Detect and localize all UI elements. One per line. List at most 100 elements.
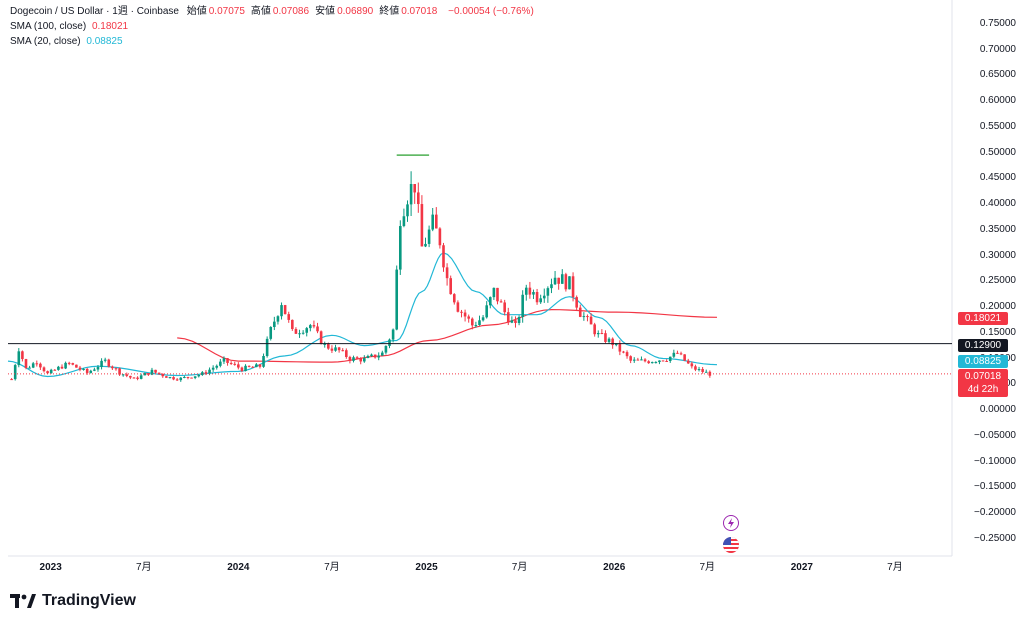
candle[interactable] <box>373 354 377 359</box>
candle[interactable] <box>247 365 251 368</box>
candle[interactable] <box>442 242 445 272</box>
candle[interactable] <box>506 307 510 326</box>
candle[interactable] <box>607 337 611 344</box>
candle[interactable] <box>622 350 625 354</box>
candle[interactable] <box>291 319 294 331</box>
candle[interactable] <box>499 299 503 303</box>
candle[interactable] <box>701 367 704 374</box>
candle[interactable] <box>632 357 636 363</box>
candle[interactable] <box>521 290 524 323</box>
candle[interactable] <box>395 265 399 331</box>
candle[interactable] <box>409 171 413 217</box>
candle[interactable] <box>294 327 298 334</box>
candle[interactable] <box>413 183 417 204</box>
candle[interactable] <box>485 301 488 319</box>
candle[interactable] <box>280 302 283 320</box>
candle[interactable] <box>532 289 535 300</box>
legend-sma100-row[interactable]: SMA (100, close) 0.18021 <box>10 19 534 34</box>
candle[interactable] <box>240 366 244 373</box>
sma20-line[interactable] <box>7 252 718 378</box>
candle[interactable] <box>103 357 107 363</box>
candle[interactable] <box>643 358 647 363</box>
candle[interactable] <box>118 367 121 376</box>
candle[interactable] <box>129 375 132 380</box>
candle[interactable] <box>57 365 60 371</box>
candle[interactable] <box>517 315 521 326</box>
candle[interactable] <box>319 330 323 345</box>
candle[interactable] <box>143 372 147 376</box>
candle[interactable] <box>100 358 103 370</box>
candle[interactable] <box>640 356 643 361</box>
candle[interactable] <box>636 357 640 361</box>
candle[interactable] <box>161 373 165 378</box>
candle[interactable] <box>452 293 456 305</box>
candle[interactable] <box>629 355 632 364</box>
candle[interactable] <box>226 357 229 366</box>
candle[interactable] <box>359 357 363 365</box>
sma100-line[interactable] <box>177 308 718 363</box>
candle[interactable] <box>539 294 542 304</box>
candle[interactable] <box>550 278 553 294</box>
candle[interactable] <box>434 207 438 229</box>
candle[interactable] <box>24 358 28 370</box>
candle[interactable] <box>510 316 514 324</box>
candle[interactable] <box>470 317 474 330</box>
candle[interactable] <box>165 375 168 378</box>
candle[interactable] <box>204 370 208 376</box>
candle[interactable] <box>265 336 269 358</box>
candle[interactable] <box>330 345 334 354</box>
candle[interactable] <box>503 299 506 316</box>
candle[interactable] <box>46 370 49 374</box>
candle[interactable] <box>370 353 373 357</box>
candle[interactable] <box>28 365 31 369</box>
candle[interactable] <box>276 315 280 325</box>
candle[interactable] <box>13 363 17 381</box>
candle[interactable] <box>406 200 409 222</box>
candle[interactable] <box>309 323 312 332</box>
candle[interactable] <box>690 361 694 369</box>
candle[interactable] <box>233 361 237 366</box>
candle[interactable] <box>424 237 427 248</box>
candle[interactable] <box>694 364 697 372</box>
candle[interactable] <box>262 353 265 368</box>
candle[interactable] <box>524 284 528 301</box>
candle[interactable] <box>417 182 420 213</box>
candle[interactable] <box>488 296 492 309</box>
candle[interactable] <box>201 371 204 376</box>
candle[interactable] <box>215 364 219 370</box>
candle[interactable] <box>111 365 114 370</box>
candle[interactable] <box>244 364 247 372</box>
candle[interactable] <box>75 364 78 368</box>
candle[interactable] <box>172 376 175 381</box>
legend-sma20-row[interactable]: SMA (20, close) 0.08825 <box>10 34 534 49</box>
candle[interactable] <box>251 366 255 368</box>
tradingview-logo[interactable]: TradingView <box>10 592 136 610</box>
candle[interactable] <box>481 315 485 322</box>
candle[interactable] <box>402 208 406 228</box>
candle[interactable] <box>352 355 355 363</box>
candle[interactable] <box>287 311 291 323</box>
candle[interactable] <box>298 329 301 338</box>
candle[interactable] <box>535 288 539 305</box>
candle[interactable] <box>154 369 157 374</box>
candle[interactable] <box>438 227 442 249</box>
candle[interactable] <box>431 207 434 232</box>
candle[interactable] <box>114 367 118 371</box>
candle[interactable] <box>237 362 240 370</box>
candle[interactable] <box>229 361 233 365</box>
candle[interactable] <box>150 367 154 376</box>
candle[interactable] <box>96 364 100 372</box>
candle[interactable] <box>665 359 668 363</box>
candle[interactable] <box>600 329 604 335</box>
candle[interactable] <box>85 367 89 375</box>
candle[interactable] <box>553 271 557 286</box>
candle[interactable] <box>258 363 262 369</box>
candle[interactable] <box>658 360 661 365</box>
candle[interactable] <box>125 372 129 378</box>
candle[interactable] <box>377 352 381 361</box>
lightning-event-icon[interactable] <box>723 515 739 531</box>
candle[interactable] <box>478 315 481 326</box>
candle[interactable] <box>136 376 139 381</box>
candle[interactable] <box>596 330 600 338</box>
